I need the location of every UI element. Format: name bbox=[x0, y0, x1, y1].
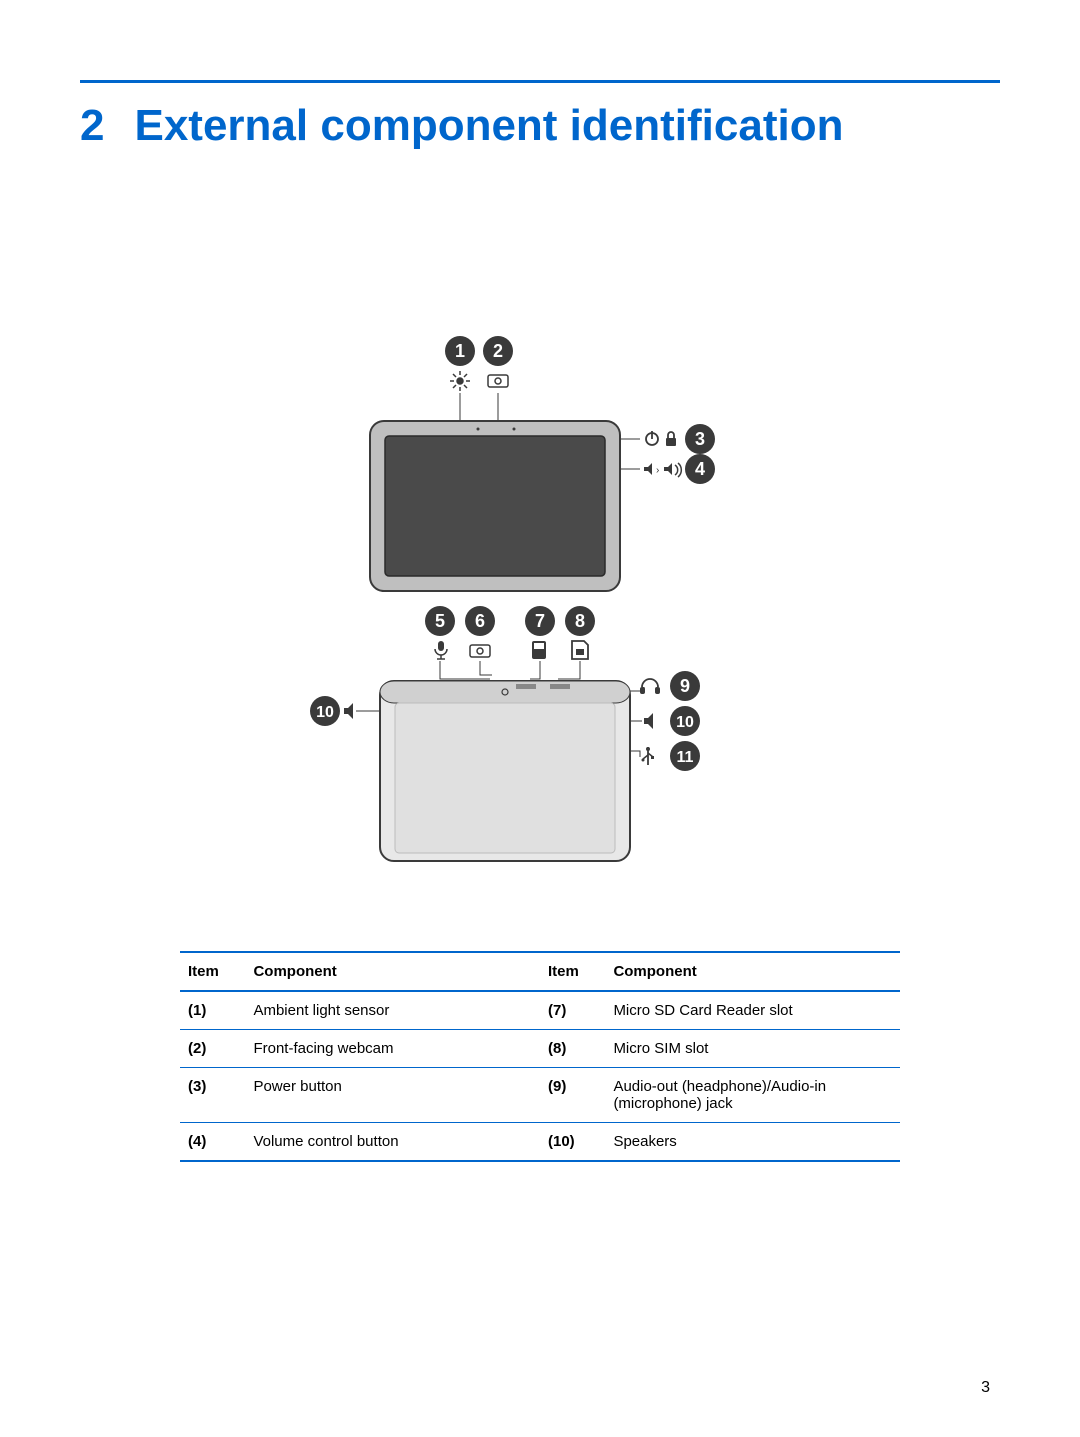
callout-1: 1 bbox=[445, 336, 475, 366]
svg-text:10: 10 bbox=[676, 714, 694, 731]
svg-text:5: 5 bbox=[435, 611, 445, 631]
lock-icon bbox=[666, 432, 676, 446]
col-header-item-1: Item bbox=[180, 952, 245, 991]
col-header-item-2: Item bbox=[540, 952, 605, 991]
top-rule bbox=[80, 80, 1000, 83]
cell-item: (4) bbox=[180, 1123, 245, 1162]
svg-text:6: 6 bbox=[475, 611, 485, 631]
rear-camera-icon bbox=[470, 645, 490, 657]
sd-icon bbox=[532, 641, 546, 659]
callout-4: 4 bbox=[685, 454, 715, 484]
callout-10-left: 10 bbox=[310, 696, 340, 726]
tablet-front-screen bbox=[385, 436, 605, 576]
cell-item: (3) bbox=[180, 1068, 245, 1123]
cell-component: Ambient light sensor bbox=[245, 991, 540, 1030]
svg-text:3: 3 bbox=[695, 429, 705, 449]
table-row: (3) Power button (9) Audio-out (headphon… bbox=[180, 1068, 900, 1123]
callout-7: 7 bbox=[525, 606, 555, 636]
cell-component: Micro SIM slot bbox=[605, 1030, 900, 1068]
table-row: (4) Volume control button (10) Speakers bbox=[180, 1123, 900, 1162]
table-row: (1) Ambient light sensor (7) Micro SD Ca… bbox=[180, 991, 900, 1030]
power-icon bbox=[646, 431, 658, 445]
callout-2: 2 bbox=[483, 336, 513, 366]
cell-component: Power button bbox=[245, 1068, 540, 1123]
camera-icon bbox=[488, 375, 508, 387]
cell-item: (7) bbox=[540, 991, 605, 1030]
svg-text:10: 10 bbox=[316, 704, 334, 721]
sim-icon bbox=[572, 641, 588, 659]
cell-item: (2) bbox=[180, 1030, 245, 1068]
volume-icon: › bbox=[644, 463, 681, 477]
cell-component: Micro SD Card Reader slot bbox=[605, 991, 900, 1030]
light-sensor-icon bbox=[450, 371, 470, 391]
callout-9: 9 bbox=[670, 671, 700, 701]
callout-5: 5 bbox=[425, 606, 455, 636]
cell-item: (1) bbox=[180, 991, 245, 1030]
svg-text:2: 2 bbox=[493, 341, 503, 361]
chapter-title: External component identification bbox=[134, 101, 843, 151]
table-header-row: Item Component Item Component bbox=[180, 952, 900, 991]
component-diagram: 1 2 bbox=[80, 331, 1000, 891]
svg-text:7: 7 bbox=[535, 611, 545, 631]
cell-item: (10) bbox=[540, 1123, 605, 1162]
svg-text:9: 9 bbox=[680, 676, 690, 696]
callout-10-right: 10 bbox=[670, 706, 700, 736]
tablet-back-top-strip bbox=[380, 681, 630, 703]
component-table: Item Component Item Component (1) Ambien… bbox=[180, 951, 900, 1162]
speaker-left-icon bbox=[344, 703, 353, 719]
callout-8: 8 bbox=[565, 606, 595, 636]
col-header-component-1: Component bbox=[245, 952, 540, 991]
chapter-number: 2 bbox=[80, 101, 104, 151]
table-row: (2) Front-facing webcam (8) Micro SIM sl… bbox=[180, 1030, 900, 1068]
headphone-icon bbox=[640, 679, 660, 694]
col-header-component-2: Component bbox=[605, 952, 900, 991]
speaker-right-icon bbox=[644, 713, 653, 729]
cell-item: (9) bbox=[540, 1068, 605, 1123]
svg-text:4: 4 bbox=[695, 459, 705, 479]
chapter-heading: 2 External component identification bbox=[80, 101, 1000, 151]
usb-icon bbox=[642, 747, 655, 765]
callout-6: 6 bbox=[465, 606, 495, 636]
cell-component: Volume control button bbox=[245, 1123, 540, 1162]
callout-11: 11 bbox=[670, 741, 700, 771]
svg-text:1: 1 bbox=[455, 341, 465, 361]
svg-text:8: 8 bbox=[575, 611, 585, 631]
cell-component: Audio-out (headphone)/Audio-in (micropho… bbox=[605, 1068, 900, 1123]
mic-icon bbox=[435, 641, 447, 659]
page-number: 3 bbox=[981, 1379, 990, 1397]
svg-text:›: › bbox=[656, 465, 659, 476]
cell-item: (8) bbox=[540, 1030, 605, 1068]
cell-component: Speakers bbox=[605, 1123, 900, 1162]
cell-component: Front-facing webcam bbox=[245, 1030, 540, 1068]
callout-3: 3 bbox=[685, 424, 715, 454]
svg-text:11: 11 bbox=[677, 749, 694, 766]
